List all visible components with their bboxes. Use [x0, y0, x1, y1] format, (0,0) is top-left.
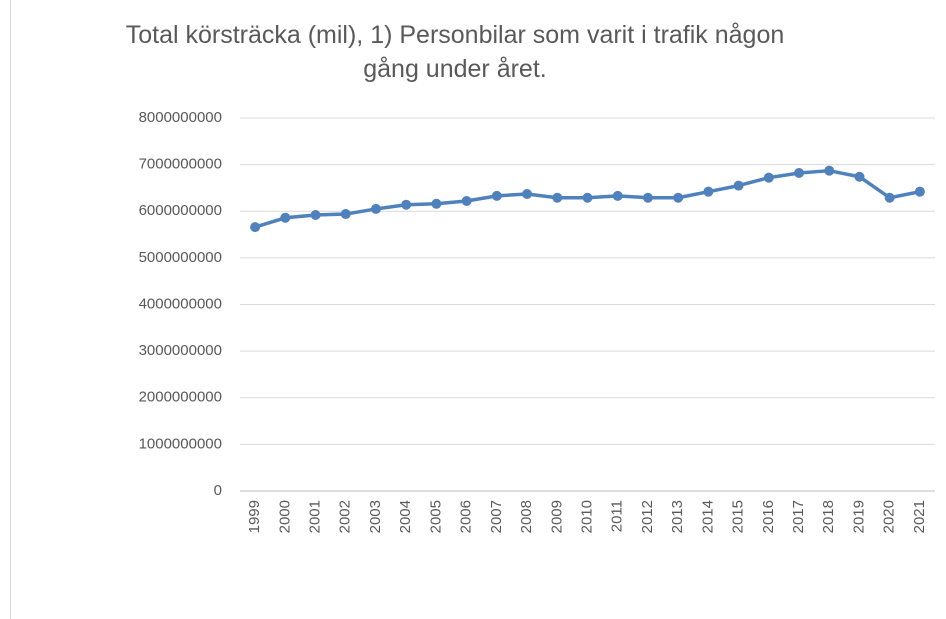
- x-tick-label: 2020: [881, 500, 898, 533]
- x-tick-label: 2004: [397, 500, 414, 533]
- y-tick-label: 3000000000: [139, 342, 222, 359]
- x-tick-label: 2003: [367, 500, 384, 533]
- point: [522, 188, 533, 199]
- point: [461, 195, 472, 206]
- x-tick-label: 2010: [578, 500, 595, 533]
- y-tick-label: 4000000000: [139, 295, 222, 312]
- x-tick-label: 2007: [488, 500, 505, 533]
- x-tick-label: 2012: [639, 500, 656, 533]
- x-tick-label: 2014: [699, 500, 716, 533]
- point: [552, 192, 563, 203]
- x-tick-label: 2011: [609, 500, 626, 532]
- point: [612, 190, 623, 201]
- point: [250, 222, 261, 233]
- y-tick-label: 7000000000: [139, 156, 222, 173]
- y-tick-label: 5000000000: [139, 249, 222, 266]
- x-tick-label: 2013: [669, 500, 686, 533]
- y-tick-label: 2000000000: [139, 389, 222, 406]
- x-tick-label: 2006: [458, 500, 475, 533]
- x-tick-label: 2017: [790, 500, 807, 533]
- x-tick-label: 2001: [307, 500, 324, 533]
- y-tick-label: 0: [214, 482, 222, 499]
- chart-frame: [10, 0, 11, 619]
- x-tick-label: 2000: [276, 500, 293, 533]
- point: [310, 209, 321, 220]
- x-tick-label: 2008: [518, 500, 535, 533]
- point: [854, 171, 865, 182]
- point: [491, 190, 502, 201]
- x-tick-label: 2018: [820, 500, 837, 533]
- point: [703, 186, 714, 197]
- point: [431, 198, 442, 209]
- point: [914, 186, 925, 197]
- x-tick-label: 2019: [850, 500, 867, 533]
- point: [824, 165, 835, 176]
- point: [673, 192, 684, 203]
- point: [763, 172, 774, 183]
- chart-title: Total körsträcka (mil), 1) Personbilar s…: [125, 21, 785, 83]
- y-tick-label: 1000000000: [139, 435, 222, 452]
- x-tick-label: 2009: [548, 500, 565, 533]
- point: [642, 192, 653, 203]
- x-tick-label: 2016: [760, 500, 777, 533]
- point: [340, 209, 351, 220]
- point: [582, 192, 593, 203]
- y-tick-label: 6000000000: [139, 202, 222, 219]
- y-tick-label: 8000000000: [139, 109, 222, 126]
- point: [401, 199, 412, 210]
- x-tick-label: 2015: [730, 500, 747, 533]
- x-tick-label: 2002: [337, 500, 354, 533]
- point: [280, 212, 291, 223]
- x-tick-label: 2005: [427, 500, 444, 533]
- x-tick-label: 2021: [911, 500, 928, 533]
- point: [794, 168, 805, 179]
- point: [370, 203, 381, 214]
- x-tick-label: 1999: [246, 500, 263, 533]
- point: [733, 180, 744, 191]
- point: [884, 192, 895, 203]
